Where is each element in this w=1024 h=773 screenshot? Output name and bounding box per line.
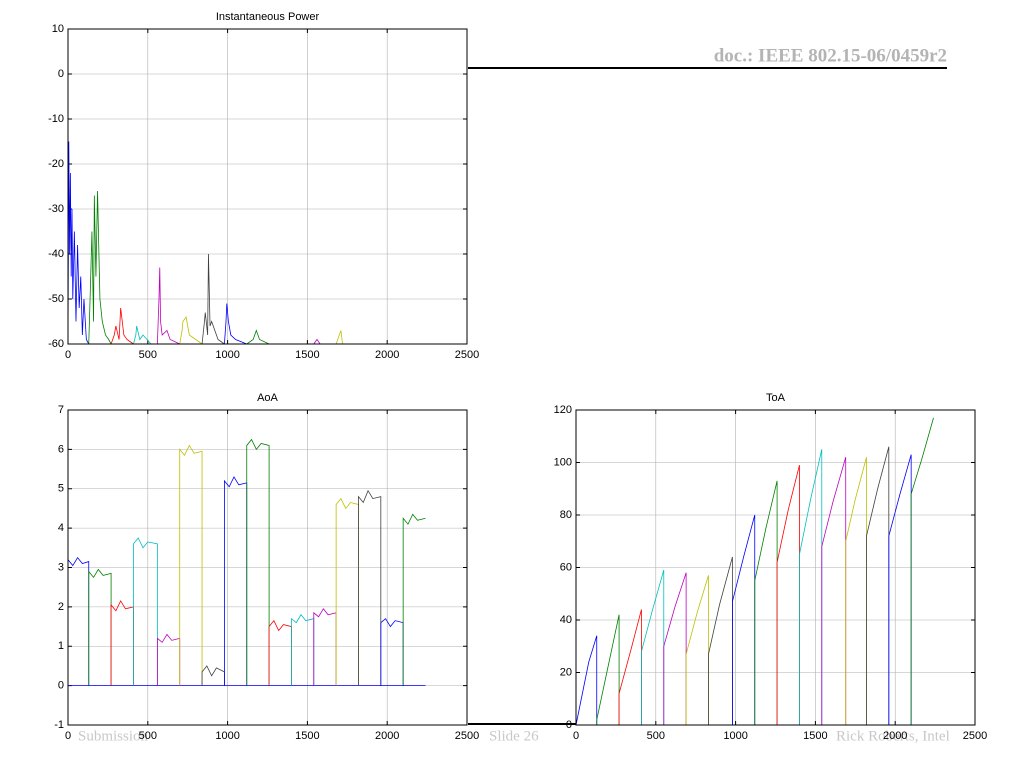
x-tick-label: 500 <box>139 730 157 742</box>
series-line <box>799 449 823 725</box>
x-tick-label: 2000 <box>883 730 907 742</box>
y-tick-label: 80 <box>560 509 572 521</box>
y-tick-label: 20 <box>560 666 572 678</box>
y-tick-label: -40 <box>48 248 64 260</box>
y-tick-label: 60 <box>560 561 572 573</box>
axes-frame <box>67 28 468 345</box>
series-line <box>596 614 620 725</box>
series-line <box>133 537 158 686</box>
series-line <box>224 303 247 345</box>
y-tick-label: 10 <box>52 23 64 35</box>
x-tick-label: 0 <box>573 730 579 742</box>
y-tick-label: 120 <box>554 404 572 416</box>
series-line <box>663 572 687 725</box>
y-tick-label: -20 <box>48 158 64 170</box>
doc-header: doc.: IEEE 802.15-06/0459r2 <box>714 45 947 66</box>
y-tick-label: 6 <box>58 443 64 455</box>
y-tick-label: -30 <box>48 203 64 215</box>
series-line <box>201 253 225 345</box>
y-tick-label: 5 <box>58 483 64 495</box>
y-tick-label: -60 <box>48 338 64 350</box>
series-line <box>575 635 598 726</box>
x-tick-label: 2000 <box>375 349 399 361</box>
x-tick-label: 1000 <box>723 730 747 742</box>
x-tick-label: 1500 <box>295 730 319 742</box>
x-tick-label: 500 <box>139 349 157 361</box>
series-line <box>685 575 709 725</box>
chart-title: Instantaneous Power <box>216 11 320 23</box>
y-tick-label: 40 <box>560 614 572 626</box>
x-tick-label: 2500 <box>455 730 479 742</box>
y-tick-label: 0 <box>58 680 64 692</box>
y-tick-label: 7 <box>58 404 64 416</box>
series-line <box>88 568 112 686</box>
x-tick-label: 0 <box>65 730 71 742</box>
footer-left: Submission <box>78 728 149 744</box>
x-tick-label: 1000 <box>215 730 239 742</box>
y-tick-label: 0 <box>58 68 64 80</box>
series-line <box>246 438 270 686</box>
series-line <box>910 417 934 725</box>
x-tick-label: 1500 <box>803 730 827 742</box>
x-tick-label: 2500 <box>963 730 987 742</box>
x-tick-label: 0 <box>65 349 71 361</box>
axes-frame <box>575 409 976 726</box>
series-line <box>776 465 800 725</box>
y-tick-label: 3 <box>58 561 64 573</box>
y-tick-label: -10 <box>48 113 64 125</box>
x-tick-label: 2000 <box>375 730 399 742</box>
series-line <box>179 315 203 345</box>
series-line <box>402 513 426 686</box>
series-line <box>88 190 112 345</box>
x-tick-label: 500 <box>647 730 665 742</box>
y-tick-label: -1 <box>54 719 64 731</box>
series-line <box>618 609 642 725</box>
series-line <box>641 570 665 725</box>
footer-right: Rick Roberts, Intel <box>836 728 950 744</box>
plot-area <box>68 29 467 344</box>
x-tick-label: 1000 <box>215 349 239 361</box>
series-line <box>110 307 134 345</box>
chart-title: AoA <box>257 392 278 404</box>
axes-frame <box>67 409 468 726</box>
y-tick-label: 100 <box>554 456 572 468</box>
series-line <box>67 141 90 345</box>
chart-title: ToA <box>766 392 786 404</box>
series-line <box>358 489 382 686</box>
y-tick-label: 1 <box>58 640 64 652</box>
x-tick-label: 1500 <box>295 349 319 361</box>
y-tick-label: -50 <box>48 293 64 305</box>
x-tick-label: 2500 <box>455 349 479 361</box>
y-tick-label: 0 <box>566 719 572 731</box>
series-line <box>156 267 180 345</box>
series-line <box>246 329 270 345</box>
footer-center: Slide 26 <box>489 728 539 744</box>
series-line <box>179 444 203 686</box>
y-tick-label: 2 <box>58 601 64 613</box>
y-tick-label: 4 <box>58 522 64 534</box>
